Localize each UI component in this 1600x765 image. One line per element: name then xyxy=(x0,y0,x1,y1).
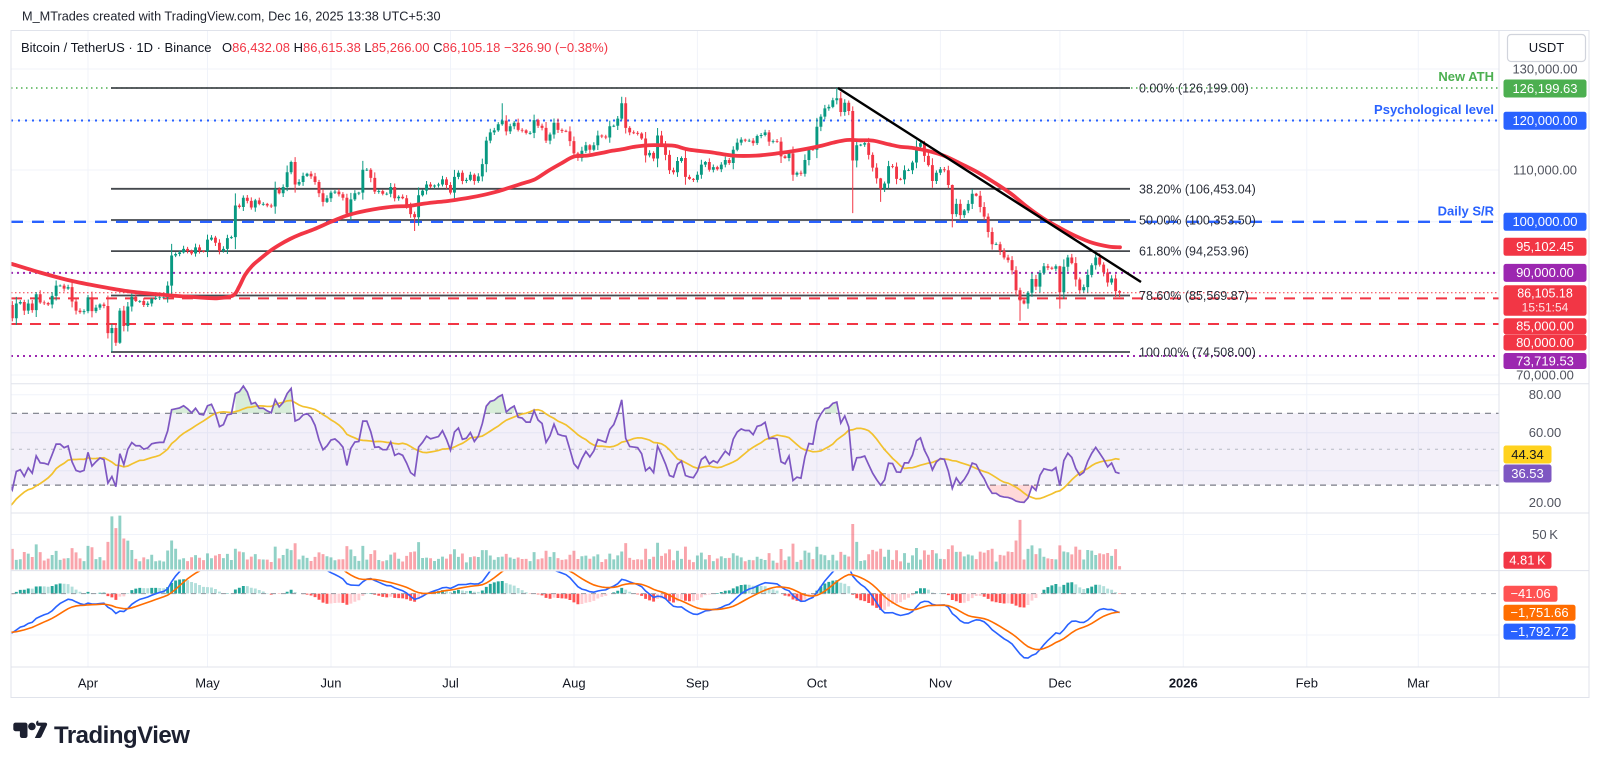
svg-text:78.60% (85,569.87): 78.60% (85,569.87) xyxy=(1139,289,1249,303)
svg-text:Psychological level: Psychological level xyxy=(1374,102,1494,117)
svg-text:80,000.00: 80,000.00 xyxy=(1516,335,1574,350)
svg-text:USDT: USDT xyxy=(1529,40,1564,55)
svg-text:90,000.00: 90,000.00 xyxy=(1516,265,1574,280)
svg-text:100,000.00: 100,000.00 xyxy=(1512,214,1577,229)
svg-text:Jun: Jun xyxy=(321,676,342,691)
svg-text:50 K: 50 K xyxy=(1532,527,1558,542)
svg-text:O86,432.08 H86,615.38 L85,26: O86,432.08 H86,615.38 L85,266.00 C86,105… xyxy=(222,40,608,55)
svg-text:Bitcoin / TetherUS · 1D · Bina: Bitcoin / TetherUS · 1D · Binance xyxy=(21,40,212,55)
svg-text:70,000.00: 70,000.00 xyxy=(1516,368,1574,383)
svg-text:80.00: 80.00 xyxy=(1529,387,1562,402)
svg-text:Feb: Feb xyxy=(1296,676,1318,691)
svg-text:4.81 K: 4.81 K xyxy=(1509,553,1546,568)
svg-text:38.20% (106,453.04): 38.20% (106,453.04) xyxy=(1139,182,1256,196)
svg-text:73,719.53: 73,719.53 xyxy=(1516,353,1574,368)
svg-text:120,000.00: 120,000.00 xyxy=(1512,113,1577,128)
svg-text:Oct: Oct xyxy=(807,676,828,691)
svg-text:61.80% (94,253.96): 61.80% (94,253.96) xyxy=(1139,245,1249,259)
svg-text:M_MTrades created with Trading: M_MTrades created with TradingView.com, … xyxy=(22,10,441,24)
svg-text:−1,751.66: −1,751.66 xyxy=(1510,605,1568,620)
svg-text:−1,792.72: −1,792.72 xyxy=(1510,624,1568,639)
svg-text:New ATH: New ATH xyxy=(1438,69,1494,84)
svg-text:Daily S/R: Daily S/R xyxy=(1438,204,1495,219)
svg-text:Aug: Aug xyxy=(562,676,585,691)
svg-text:100.00% (74,508.00): 100.00% (74,508.00) xyxy=(1139,346,1256,360)
svg-text:44.34: 44.34 xyxy=(1511,447,1544,462)
svg-text:Nov: Nov xyxy=(929,676,953,691)
svg-text:126,199.63: 126,199.63 xyxy=(1512,81,1577,96)
svg-text:86,105.18: 86,105.18 xyxy=(1517,287,1573,301)
svg-text:110,000.00: 110,000.00 xyxy=(1513,163,1577,178)
svg-text:50.00% (100,353.50): 50.00% (100,353.50) xyxy=(1139,214,1256,228)
svg-text:Apr: Apr xyxy=(78,676,99,691)
svg-text:Dec: Dec xyxy=(1048,676,1072,691)
svg-text:2026: 2026 xyxy=(1169,676,1198,691)
svg-text:TradingView: TradingView xyxy=(54,722,190,749)
svg-text:36.53: 36.53 xyxy=(1511,466,1544,481)
svg-text:Sep: Sep xyxy=(686,676,709,691)
svg-text:Mar: Mar xyxy=(1407,676,1430,691)
svg-text:0.00% (126,199.00): 0.00% (126,199.00) xyxy=(1139,82,1249,96)
svg-text:−41.06: −41.06 xyxy=(1510,586,1550,601)
svg-text:85,000.00: 85,000.00 xyxy=(1516,319,1574,334)
svg-text:15:51:54: 15:51:54 xyxy=(1522,301,1569,315)
svg-text:95,102.45: 95,102.45 xyxy=(1516,239,1574,254)
svg-text:May: May xyxy=(195,676,220,691)
svg-text:60.00: 60.00 xyxy=(1529,425,1562,440)
svg-text:Jul: Jul xyxy=(442,676,459,691)
svg-text:20.00: 20.00 xyxy=(1529,495,1562,510)
svg-text:130,000.00: 130,000.00 xyxy=(1512,62,1577,77)
